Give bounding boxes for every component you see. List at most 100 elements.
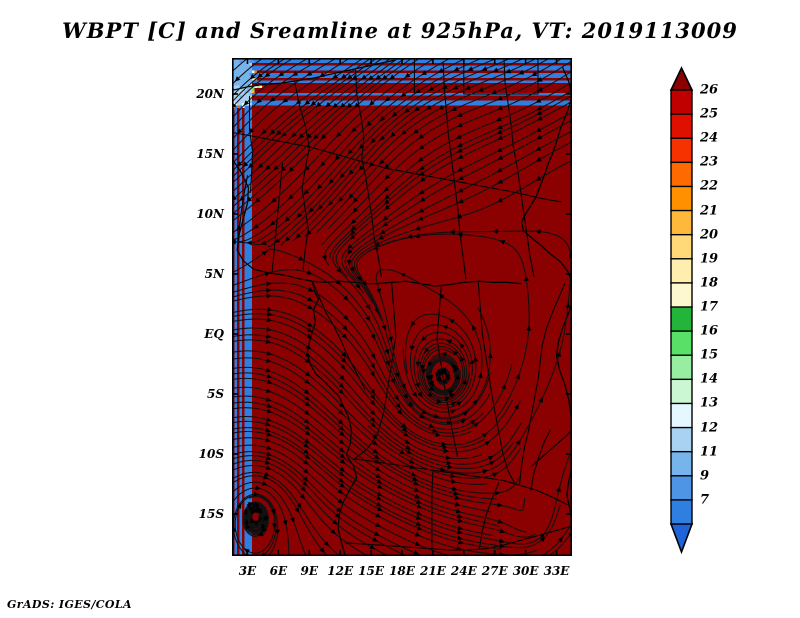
streamline-arrow — [412, 476, 418, 481]
streamline — [367, 230, 572, 474]
streamline-arrow — [291, 131, 297, 138]
streamline-arrow — [273, 165, 279, 171]
streamline-arrow — [239, 195, 245, 201]
streamline-arrow — [497, 518, 504, 524]
streamline-arrow — [452, 350, 458, 356]
streamline-arrow — [385, 360, 390, 366]
streamline-arrow — [446, 460, 452, 466]
streamline-arrow — [410, 345, 415, 352]
streamline-arrow — [267, 311, 273, 317]
streamline-arrow — [338, 439, 345, 445]
streamline-arrow — [400, 272, 406, 278]
streamline-arrow — [382, 215, 389, 221]
streamline-arrow — [456, 112, 463, 117]
streamline-arrow — [457, 513, 463, 519]
streamline-arrow — [306, 270, 313, 275]
streamline-arrow — [246, 196, 253, 202]
streamline-arrow — [248, 162, 254, 169]
streamline — [232, 395, 527, 533]
streamline-arrow — [375, 512, 381, 518]
streamline-arrow — [351, 127, 357, 133]
streamline-arrow — [340, 357, 347, 363]
streamline-arrow — [421, 335, 427, 342]
streamline-arrow — [496, 147, 503, 152]
streamline-arrow — [401, 129, 407, 135]
streamline-arrow — [388, 336, 393, 343]
colorbar-extend-max — [669, 66, 694, 91]
streamline-arrow — [455, 134, 462, 139]
streamline-arrow — [414, 225, 421, 231]
streamline-arrow — [275, 529, 281, 535]
streamline-arrow — [458, 198, 464, 204]
streamline-arrow — [447, 464, 453, 470]
streamline-arrow — [484, 440, 491, 446]
streamline-arrow — [403, 393, 408, 399]
streamline-arrow — [375, 74, 382, 80]
streamline-arrow — [261, 240, 267, 246]
streamline-arrow — [304, 352, 311, 358]
streamline-arrow — [365, 315, 371, 322]
streamline-arrow — [284, 216, 290, 222]
streamline-arrow — [427, 391, 433, 397]
streamline-arrow — [557, 536, 563, 543]
streamline-arrow — [421, 409, 428, 415]
streamline-arrow — [491, 89, 498, 95]
streamline-arrow — [349, 266, 355, 273]
streamline-arrow — [266, 358, 272, 363]
streamline-arrow — [337, 419, 344, 425]
streamline-arrow — [477, 372, 483, 379]
streamline-arrow — [413, 487, 420, 492]
streamline-arrow — [266, 287, 272, 293]
streamline-arrow — [371, 433, 378, 440]
streamline — [335, 100, 572, 277]
streamline-arrow — [304, 401, 311, 407]
streamline — [232, 366, 521, 494]
streamline-arrow — [347, 149, 354, 155]
streamline-arrow — [278, 71, 285, 77]
streamline-arrow — [265, 333, 272, 339]
streamline-arrow — [237, 128, 243, 134]
streamline-arrow — [260, 523, 266, 529]
streamline-arrow — [265, 396, 272, 402]
streamline-arrow — [376, 479, 383, 484]
streamline-arrow — [415, 88, 421, 94]
streamline — [232, 58, 400, 202]
x-tick-label: 24E — [450, 564, 477, 578]
streamline-arrow — [416, 511, 422, 516]
streamline-arrow — [497, 105, 503, 111]
streamline-arrow — [306, 322, 313, 327]
colorbar-tick-label: 18 — [700, 275, 719, 291]
streamline-arrow — [299, 493, 305, 500]
streamline-arrow — [375, 473, 382, 479]
streamline-arrow — [457, 154, 464, 159]
streamline-arrow — [248, 507, 255, 513]
streamline-arrow — [257, 72, 263, 79]
streamline-arrow — [338, 477, 344, 483]
streamline-arrow — [350, 229, 356, 235]
streamline-arrow — [303, 409, 310, 416]
streamline-arrow — [288, 194, 294, 200]
streamline — [232, 289, 513, 434]
streamline-arrow — [556, 486, 561, 493]
credit-label: GrADS: IGES/COLA — [7, 598, 132, 611]
streamline — [232, 58, 264, 86]
streamline-arrow — [264, 72, 271, 78]
streamline-arrow — [447, 389, 454, 395]
streamline-arrow — [453, 490, 460, 496]
streamline — [316, 58, 564, 233]
streamline-arrow — [361, 280, 367, 286]
streamline — [232, 282, 484, 430]
streamline-arrow — [374, 459, 381, 464]
y-tick-label: 5S — [206, 387, 224, 401]
streamline-arrow — [407, 233, 413, 239]
streamline-arrow — [269, 129, 276, 135]
streamline — [232, 58, 406, 209]
streamline-arrow — [236, 503, 242, 509]
streamline-arrow — [390, 378, 395, 384]
streamline-arrow — [535, 146, 542, 151]
streamline-arrow — [434, 372, 440, 378]
streamline-arrow — [265, 164, 271, 171]
colorbar-tick-label: 20 — [700, 227, 719, 243]
streamline-arrow — [336, 267, 342, 273]
streamline-arrow — [419, 170, 425, 176]
